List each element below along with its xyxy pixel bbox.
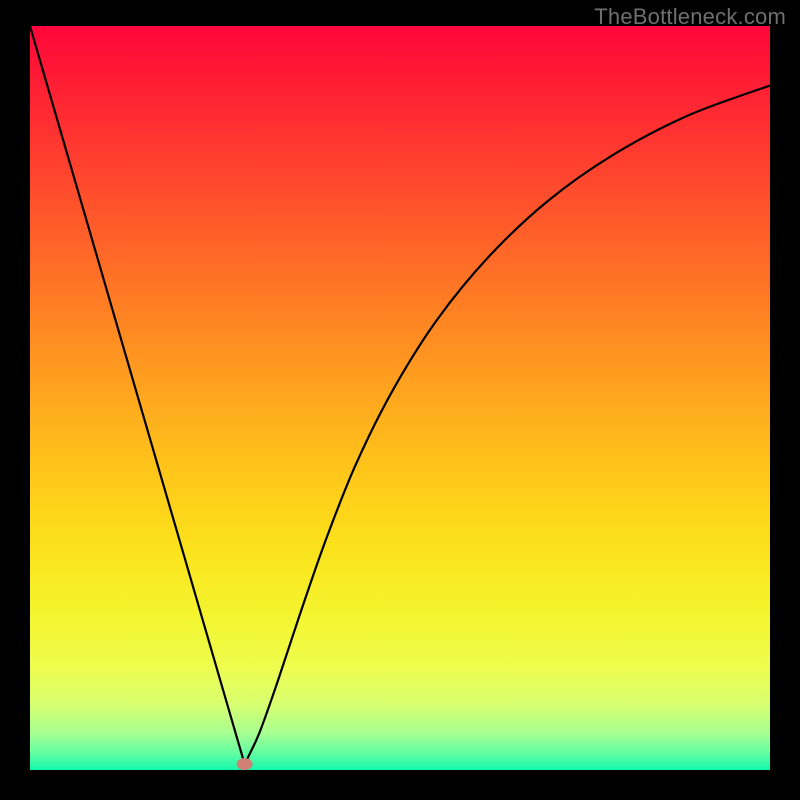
plot-area (30, 26, 770, 770)
chart-container: TheBottleneck.com (0, 0, 800, 800)
watermark-text: TheBottleneck.com (594, 4, 786, 30)
curve-svg (30, 26, 770, 770)
optimal-point-marker (237, 758, 253, 770)
chart-frame (30, 26, 770, 770)
bottleneck-curve (30, 26, 770, 764)
